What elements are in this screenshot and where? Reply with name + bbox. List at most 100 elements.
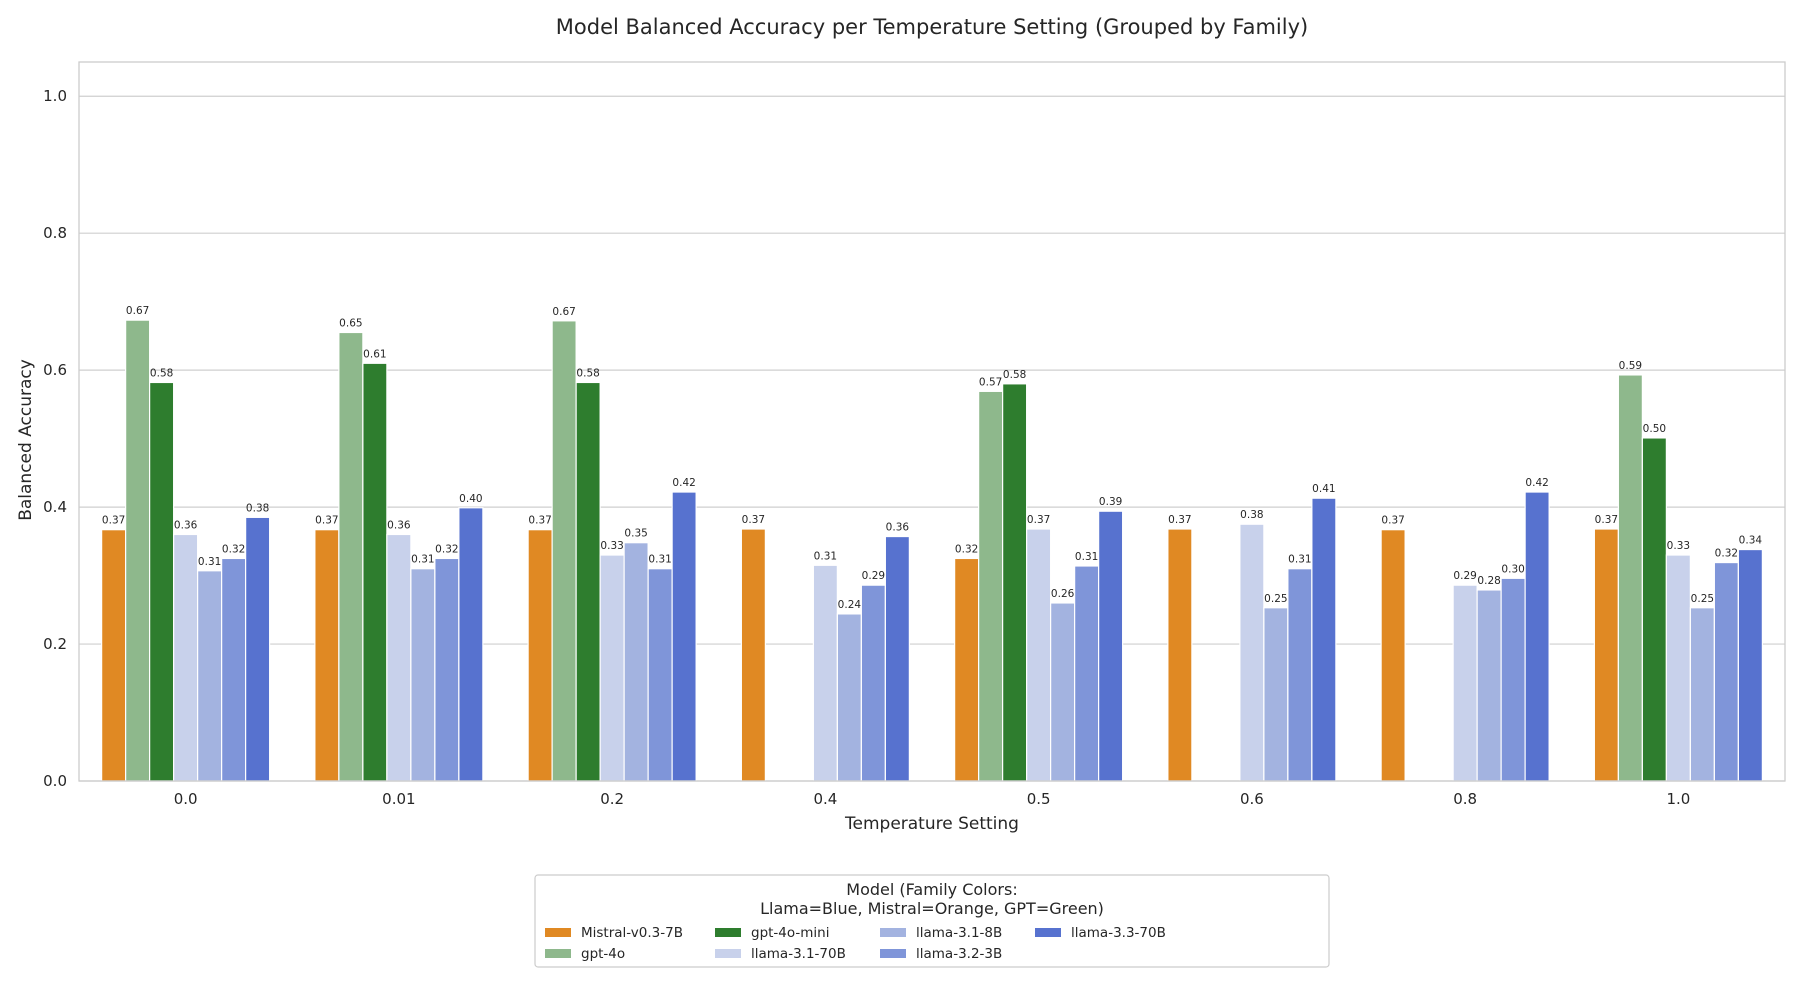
bar-llama-3.2-3B (647, 568, 673, 782)
data-label: 0.59 (1619, 360, 1642, 372)
bar-llama-3.1-70B (386, 533, 412, 782)
data-label: 0.37 (1027, 514, 1050, 526)
bar-llama-3.1-8B (1263, 607, 1289, 782)
legend-label: llama-3.1-70B (751, 946, 846, 962)
bar-llama-3.2-3B (860, 584, 886, 782)
data-label: 0.38 (246, 502, 269, 514)
data-label: 0.37 (102, 515, 125, 527)
data-label: 0.32 (222, 543, 245, 555)
bar-Mistral-v0.3-7B (1593, 528, 1619, 782)
legend-label: llama-3.1-8B (916, 925, 1002, 941)
data-label: 0.38 (1240, 509, 1263, 521)
chart-title: Model Balanced Accuracy per Temperature … (556, 15, 1308, 39)
data-label: 0.37 (1168, 514, 1191, 526)
y-tick-label: 0.4 (43, 498, 67, 516)
bar-llama-3.3-70B (884, 535, 910, 782)
bar-llama-3.1-8B (1689, 607, 1715, 782)
bar-llama-3.1-8B (836, 613, 862, 782)
bar-gpt-4o (1617, 374, 1643, 782)
y-tick-label: 0.2 (43, 635, 67, 653)
legend-swatch (715, 928, 741, 937)
legend-entries: Mistral-v0.3-7B gpt-4o gpt-4o-mini llama-3.… (545, 925, 1166, 962)
bar-llama-3.1-8B (1476, 589, 1502, 782)
data-label: 0.67 (552, 306, 575, 318)
data-label: 0.31 (1288, 554, 1311, 566)
bar-llama-3.2-3B (1074, 565, 1100, 782)
data-label: 0.39 (1099, 496, 1122, 508)
legend-swatch (1035, 928, 1061, 937)
bar-gpt-4o-mini (1641, 437, 1667, 782)
data-labels: 0.370.670.580.360.310.320.380.370.650.61… (102, 305, 1762, 611)
data-label: 0.61 (363, 348, 386, 360)
data-label: 0.32 (435, 543, 458, 555)
data-label: 0.32 (1715, 548, 1738, 560)
data-label: 0.37 (742, 514, 765, 526)
data-label: 0.37 (1381, 515, 1404, 527)
data-label: 0.36 (886, 522, 910, 534)
data-label: 0.31 (814, 550, 837, 562)
x-tick-label: 0.5 (1027, 790, 1051, 808)
legend-swatch (545, 949, 571, 958)
legend: Model (Family Colors: Llama=Blue, Mistra… (534, 874, 1330, 968)
bar-gpt-4o (338, 331, 364, 782)
bar-llama-3.1-8B (1050, 602, 1076, 782)
plot-frame (78, 61, 1786, 782)
data-label: 0.31 (411, 554, 434, 566)
data-label: 0.41 (1312, 483, 1335, 495)
bar-llama-3.3-70B (245, 516, 271, 782)
legend-label: gpt-4o-mini (751, 925, 829, 941)
legend-title-line2: Llama=Blue, Mistral=Orange, GPT=Green) (760, 899, 1104, 918)
bar-llama-3.2-3B (1713, 561, 1739, 782)
data-label: 0.37 (528, 515, 551, 527)
legend-swatch (880, 928, 906, 937)
data-label: 0.58 (1003, 369, 1026, 381)
data-label: 0.30 (1501, 563, 1524, 575)
data-label: 0.28 (1477, 575, 1500, 587)
bar-llama-3.1-70B (1452, 584, 1478, 782)
data-label: 0.37 (1595, 514, 1618, 526)
legend-label: Mistral-v0.3-7B (581, 925, 683, 941)
bar-gpt-4o-mini (149, 381, 175, 782)
x-tick-label: 0.0 (174, 790, 198, 808)
x-tick-label: 0.6 (1240, 790, 1264, 808)
x-tick-label: 0.2 (600, 790, 624, 808)
bar-llama-3.3-70B (458, 507, 484, 782)
bar-llama-3.3-70B (1311, 497, 1337, 782)
data-label: 0.29 (862, 570, 885, 582)
bar-llama-3.1-70B (599, 554, 625, 782)
legend-label: gpt-4o (581, 946, 625, 962)
bar-llama-3.1-8B (623, 542, 649, 782)
legend-title-line1: Model (Family Colors: (846, 880, 1017, 899)
bar-llama-3.3-70B (1524, 491, 1550, 782)
y-ticks: 0.0 0.2 0.4 0.6 0.8 1.0 (43, 87, 67, 790)
data-label: 0.50 (1643, 423, 1666, 435)
x-tick-label: 0.4 (813, 790, 837, 808)
bar-gpt-4o (551, 320, 577, 782)
bar-llama-3.1-70B (1665, 554, 1691, 782)
data-label: 0.34 (1739, 535, 1763, 547)
data-label: 0.36 (387, 519, 411, 531)
bar-Mistral-v0.3-7B (740, 528, 766, 782)
bar-gpt-4o-mini (575, 381, 601, 782)
data-label: 0.65 (339, 317, 362, 329)
bar-llama-3.3-70B (671, 491, 697, 782)
data-label: 0.25 (1264, 593, 1287, 605)
legend-swatch (715, 949, 741, 958)
bar-Mistral-v0.3-7B (527, 529, 553, 782)
bars (101, 319, 1763, 782)
bar-llama-3.1-8B (410, 568, 436, 782)
bar-gpt-4o-mini (362, 362, 388, 782)
data-label: 0.33 (600, 540, 623, 552)
bar-llama-3.2-3B (221, 557, 247, 782)
data-label: 0.40 (459, 493, 482, 505)
data-label: 0.35 (624, 528, 647, 540)
y-tick-label: 1.0 (43, 87, 67, 105)
y-tick-label: 0.6 (43, 361, 67, 379)
data-label: 0.36 (174, 519, 198, 531)
bar-llama-3.1-70B (812, 564, 838, 782)
bar-Mistral-v0.3-7B (1167, 528, 1193, 782)
y-tick-label: 0.0 (43, 772, 67, 790)
data-label: 0.29 (1453, 570, 1476, 582)
bar-llama-3.3-70B (1737, 548, 1763, 782)
